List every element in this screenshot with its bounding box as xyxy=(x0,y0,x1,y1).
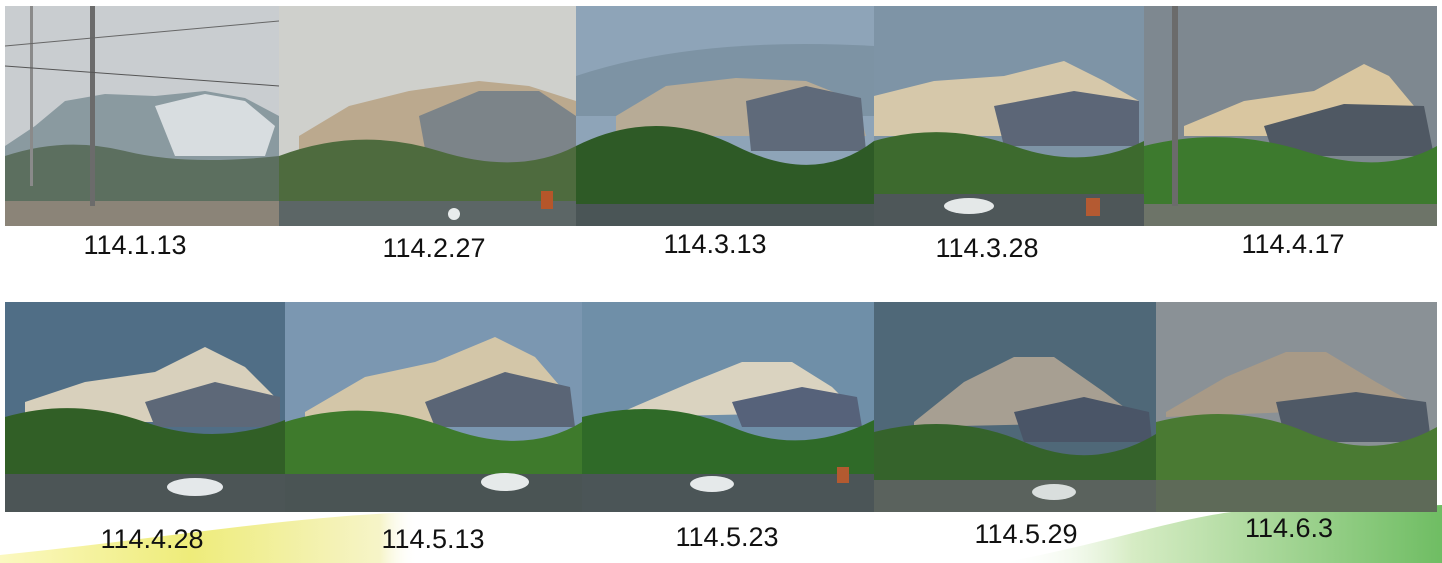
photo-date-label: 114.2.27 xyxy=(382,233,486,263)
photo-7 xyxy=(285,302,582,512)
photo-date-label: 114.5.13 xyxy=(381,524,485,554)
photo-6 xyxy=(5,302,285,512)
photo-date-label: 114.4.28 xyxy=(100,524,204,554)
photo-3 xyxy=(576,6,874,226)
photo-date-label: 114.5.29 xyxy=(974,519,1078,549)
photo-date-label: 114.5.23 xyxy=(675,522,779,552)
photo-date-label: 114.1.13 xyxy=(83,230,187,260)
photo-date-label: 114.6.3 xyxy=(1244,513,1334,543)
photo-1 xyxy=(5,6,279,226)
photo-date-label: 114.3.13 xyxy=(663,229,767,259)
photo-date-label: 114.3.28 xyxy=(935,233,1039,263)
photo-8 xyxy=(582,302,874,512)
photo-9 xyxy=(874,302,1156,512)
gradient-band xyxy=(0,505,1442,563)
photo-date-label: 114.4.17 xyxy=(1241,229,1345,259)
photo-10 xyxy=(1156,302,1437,512)
photo-5 xyxy=(1144,6,1437,226)
photo-4 xyxy=(874,6,1144,226)
photo-2 xyxy=(279,6,576,226)
